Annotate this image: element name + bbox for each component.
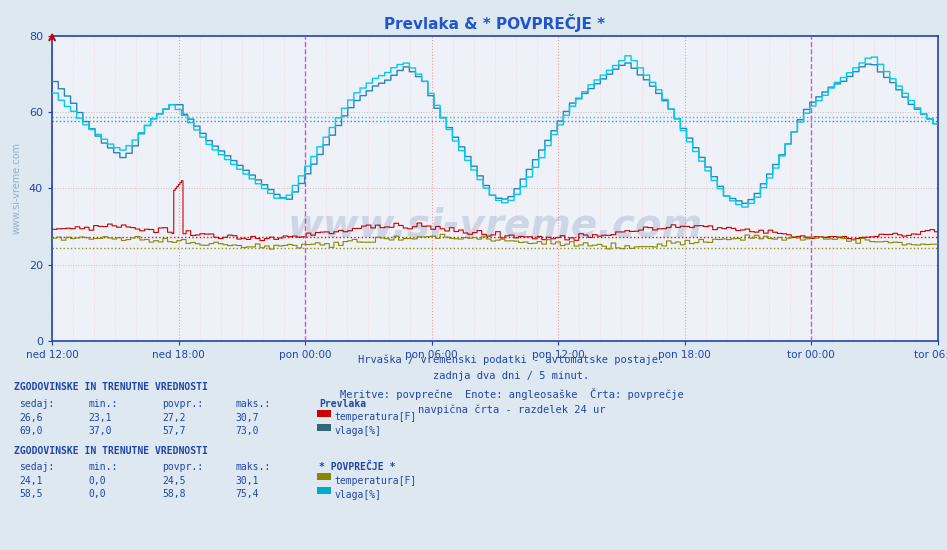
- Text: Hrvaška / vremenski podatki - avtomatske postaje.: Hrvaška / vremenski podatki - avtomatske…: [358, 355, 665, 365]
- Text: povpr.:: povpr.:: [162, 399, 203, 409]
- Text: 57,7: 57,7: [162, 426, 186, 436]
- Text: temperatura[F]: temperatura[F]: [334, 412, 417, 422]
- Text: vlaga[%]: vlaga[%]: [334, 426, 382, 436]
- Title: Prevlaka & * POVPREČJE *: Prevlaka & * POVPREČJE *: [384, 14, 605, 32]
- Text: maks.:: maks.:: [236, 462, 271, 472]
- Text: temperatura[F]: temperatura[F]: [334, 476, 417, 486]
- Text: sedaj:: sedaj:: [19, 462, 54, 472]
- Text: Prevlaka: Prevlaka: [319, 399, 366, 409]
- Text: 58,5: 58,5: [19, 490, 43, 499]
- Text: 73,0: 73,0: [236, 426, 259, 436]
- Text: vlaga[%]: vlaga[%]: [334, 490, 382, 499]
- Text: ZGODOVINSKE IN TRENUTNE VREDNOSTI: ZGODOVINSKE IN TRENUTNE VREDNOSTI: [14, 446, 208, 455]
- Text: min.:: min.:: [88, 399, 117, 409]
- Text: 75,4: 75,4: [236, 490, 259, 499]
- Text: 26,6: 26,6: [19, 412, 43, 422]
- Text: 24,5: 24,5: [162, 476, 186, 486]
- Text: 37,0: 37,0: [88, 426, 112, 436]
- Text: 30,7: 30,7: [236, 412, 259, 422]
- Text: www.si-vreme.com: www.si-vreme.com: [287, 206, 703, 244]
- Text: * POVPREČJE *: * POVPREČJE *: [319, 462, 396, 472]
- Text: 23,1: 23,1: [88, 412, 112, 422]
- Text: 0,0: 0,0: [88, 476, 106, 486]
- Text: min.:: min.:: [88, 462, 117, 472]
- Text: 30,1: 30,1: [236, 476, 259, 486]
- Text: maks.:: maks.:: [236, 399, 271, 409]
- Text: sedaj:: sedaj:: [19, 399, 54, 409]
- Text: Meritve: povprečne  Enote: angleosaške  Črta: povprečje: Meritve: povprečne Enote: angleosaške Čr…: [340, 388, 683, 400]
- Text: 24,1: 24,1: [19, 476, 43, 486]
- Text: 58,8: 58,8: [162, 490, 186, 499]
- Text: povpr.:: povpr.:: [162, 462, 203, 472]
- Text: 0,0: 0,0: [88, 490, 106, 499]
- Text: ZGODOVINSKE IN TRENUTNE VREDNOSTI: ZGODOVINSKE IN TRENUTNE VREDNOSTI: [14, 382, 208, 392]
- Text: zadnja dva dni / 5 minut.: zadnja dva dni / 5 minut.: [434, 371, 589, 381]
- Text: navpična črta - razdelek 24 ur: navpična črta - razdelek 24 ur: [418, 404, 605, 415]
- Text: www.si-vreme.com: www.si-vreme.com: [11, 142, 22, 234]
- Text: 27,2: 27,2: [162, 412, 186, 422]
- Text: 69,0: 69,0: [19, 426, 43, 436]
